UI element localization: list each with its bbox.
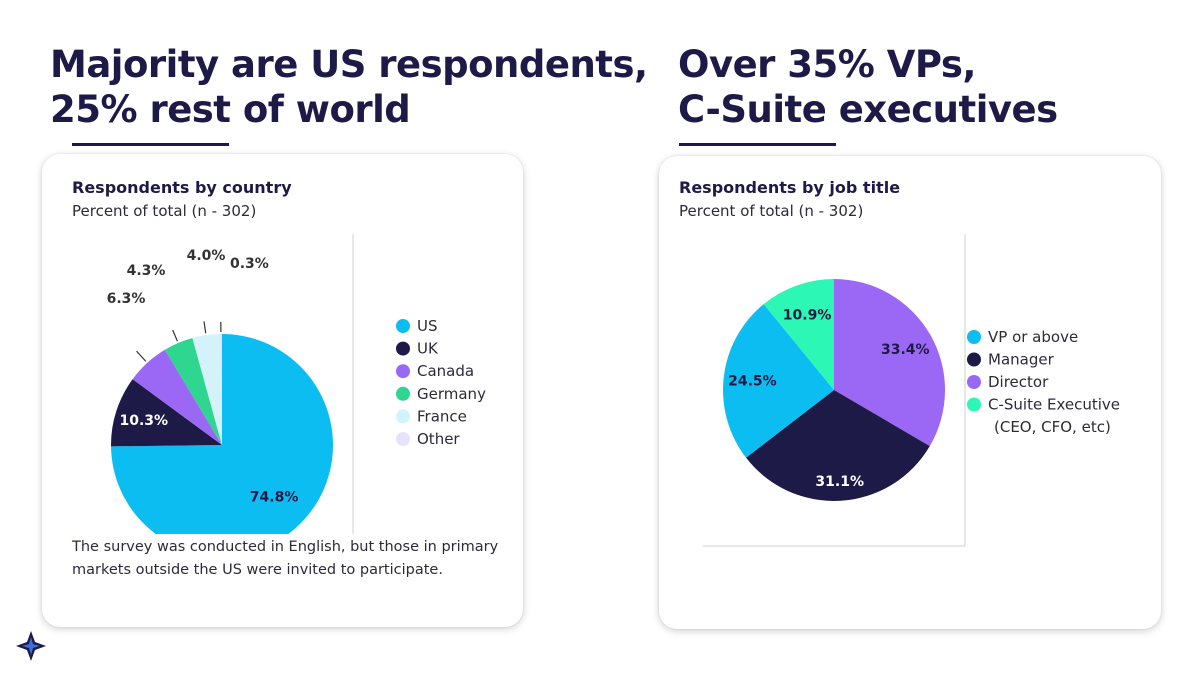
pie-slice-us xyxy=(111,334,334,534)
headline-job-line1: Over 35% VPs, xyxy=(678,43,976,86)
slice-label-director: 33.4% xyxy=(881,342,930,358)
legend-swatch-canada xyxy=(396,364,410,379)
job-pie-chart: 33.4% 31.1% 24.5% 10.9% VP or above Manager Di… xyxy=(703,234,1143,548)
legend-label-c-suite-executive: C-Suite Executive xyxy=(988,396,1120,414)
legend-swatch-c-suite-executive xyxy=(967,397,981,412)
country-pie-chart: 74.8% 10.3% 6.3% 4.3% 4.0% 0.3% US UK Canada Germ… xyxy=(88,234,508,534)
pie-slice-uk xyxy=(111,379,222,447)
headline-job-underline xyxy=(679,143,836,146)
headline-country: Majority are US respondents, 25% rest of… xyxy=(50,42,648,132)
legend-swatch-vp-or-above xyxy=(967,330,981,344)
job-chart-card: Respondents by job title Percent of tota… xyxy=(659,156,1161,629)
job-chart-subtitle: Percent of total (n - 302) xyxy=(679,202,864,220)
legend-swatch-manager xyxy=(967,352,981,367)
headline-job: Over 35% VPs, C-Suite executives xyxy=(678,42,1058,132)
pie-slice-canada xyxy=(132,349,222,445)
country-chart-title: Respondents by country xyxy=(72,178,292,197)
legend-label-france: France xyxy=(417,407,467,425)
slice-label-us: 74.8% xyxy=(250,490,299,506)
leader-line-france xyxy=(203,321,207,334)
legend-swatch-uk xyxy=(396,341,410,356)
headline-country-line1: Majority are US respondents, xyxy=(50,43,648,86)
legend-label-director: Director xyxy=(988,373,1049,391)
country-chart-card: Respondents by country Percent of total … xyxy=(42,154,523,627)
legend-swatch-director xyxy=(967,375,981,389)
legend-label-germany: Germany xyxy=(417,385,486,403)
slice-label-c-suite-executive-ceo-cfo-etc: 10.9% xyxy=(783,308,832,324)
slice-label-uk: 10.3% xyxy=(120,413,169,429)
legend-label-uk: UK xyxy=(417,340,439,358)
legend-label-other: Other xyxy=(417,430,460,448)
star-burst-logo-icon xyxy=(16,631,46,661)
legend-label-manager: Manager xyxy=(988,351,1055,369)
slice-label-vp-or-above: 24.5% xyxy=(728,374,777,390)
headline-country-underline xyxy=(72,143,229,146)
country-pie-svg: 74.8% 10.3% 6.3% 4.3% 4.0% 0.3% US UK Canada Germ… xyxy=(107,234,486,534)
pie-slice-director xyxy=(834,279,946,447)
job-chart-title: Respondents by job title xyxy=(679,178,901,197)
legend-label-us: US xyxy=(417,317,438,335)
slice-label-other: 0.3% xyxy=(230,256,269,272)
pie-slice-other xyxy=(219,334,222,445)
pie-slice-france xyxy=(192,334,222,445)
legend-label-canada: Canada xyxy=(417,362,474,380)
legend-swatch-other xyxy=(396,432,410,446)
legend-swatch-us xyxy=(396,319,410,333)
pie-slice-c-suite-executive-ceo-cfo-etc xyxy=(763,279,834,390)
slice-label-canada: 6.3% xyxy=(107,291,146,307)
slice-label-germany: 4.3% xyxy=(127,263,166,279)
pie-slice-vp-or-above xyxy=(723,304,834,458)
job-pie-svg: 33.4% 31.1% 24.5% 10.9% VP or above Manager Di… xyxy=(703,234,1120,547)
slice-label-manager: 31.1% xyxy=(815,474,864,490)
legend-label-vp-or-above: VP or above xyxy=(988,328,1078,346)
legend-swatch-germany xyxy=(396,386,410,401)
country-chart-subtitle: Percent of total (n - 302) xyxy=(72,202,257,220)
pie-slice-manager xyxy=(746,390,930,502)
survey-note: The survey was conducted in English, but… xyxy=(72,539,499,578)
leader-line-canada xyxy=(136,350,147,362)
legend-label-c-suite-executive-detail: (CEO, CFO, etc) xyxy=(994,418,1111,436)
legend-swatch-france xyxy=(396,409,410,424)
slice-label-france: 4.0% xyxy=(187,248,226,264)
headline-job-line2: C-Suite executives xyxy=(678,88,1058,131)
headline-country-line2: 25% rest of world xyxy=(50,88,411,131)
leader-line-germany xyxy=(172,329,178,342)
pie-slice-germany xyxy=(164,338,222,445)
